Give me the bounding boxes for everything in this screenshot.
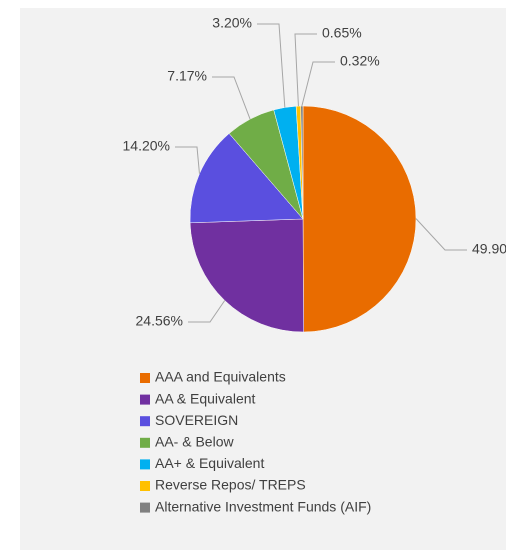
legend-swatch: [140, 394, 150, 405]
data-label: 0.65%: [322, 25, 362, 41]
leader-line: [175, 146, 200, 174]
leader-line: [212, 76, 251, 120]
leader-line: [415, 218, 467, 251]
legend-label: Alternative Investment Funds (AIF): [155, 498, 371, 514]
legend-swatch: [140, 373, 150, 383]
leader-line: [188, 300, 226, 323]
legend-swatch: [140, 481, 150, 491]
data-label: 14.20%: [123, 138, 170, 154]
leader-line: [294, 33, 317, 107]
legend-swatch: [140, 416, 150, 427]
pie-slice: [302, 105, 417, 333]
legend-label: AAA and Equivalents: [155, 369, 286, 385]
legend-swatch: [140, 459, 150, 470]
leader-line: [301, 61, 335, 107]
data-label: 3.20%: [212, 15, 252, 31]
pie-slice: [300, 105, 304, 220]
data-label: 7.17%: [167, 68, 207, 84]
data-label: 0.32%: [340, 53, 380, 69]
data-label: 24.56%: [136, 313, 183, 329]
legend-label: Reverse Repos/ TREPS: [155, 477, 306, 493]
legend-swatch: [140, 437, 150, 448]
legend-label: AA- & Below: [155, 434, 234, 450]
legend-label: SOVEREIGN: [155, 412, 238, 428]
legend-label: AA+ & Equivalent: [155, 455, 264, 471]
legend-swatch: [140, 502, 150, 513]
legend-label: AA & Equivalent: [155, 390, 256, 406]
data-label: 49.90%: [472, 241, 506, 257]
leader-line: [257, 23, 286, 108]
